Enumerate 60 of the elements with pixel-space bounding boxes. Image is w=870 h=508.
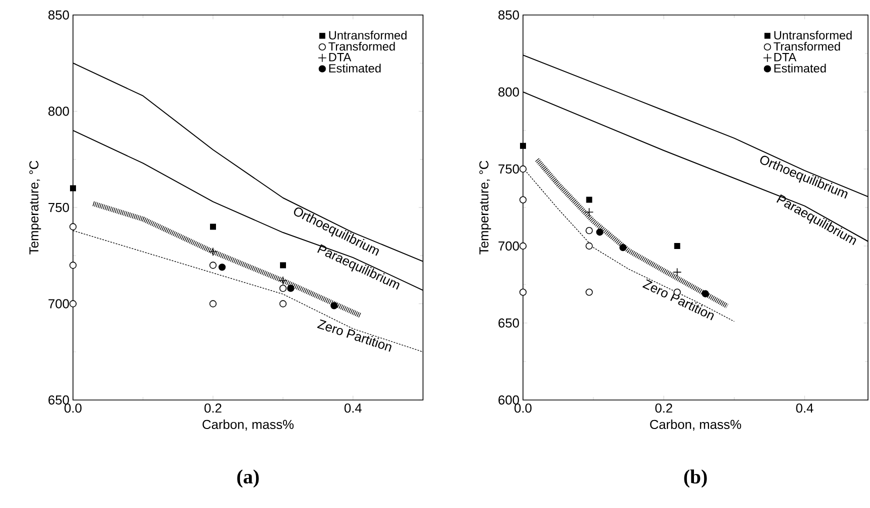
y-tick-label: 800 (48, 106, 69, 116)
x-tick-label: 0.2 (655, 404, 672, 413)
point (674, 243, 680, 249)
x-tick-label: 0.4 (796, 404, 814, 413)
y-tick-label: 650 (498, 318, 519, 328)
y-tick-label: 700 (48, 299, 69, 308)
point (586, 242, 593, 250)
point (519, 196, 527, 204)
point (70, 185, 76, 192)
point (672, 268, 682, 277)
point (69, 262, 77, 269)
legend-label: Estimated (774, 64, 826, 73)
y-axis-title: Temperature, °C (29, 160, 42, 254)
y-axis-title: Temperature, °C (479, 160, 492, 254)
point (520, 142, 526, 149)
point (596, 228, 604, 236)
point (69, 223, 77, 230)
text: (b) (684, 470, 707, 488)
y-tick-label: 600 (498, 395, 519, 405)
y-tick-label: 750 (498, 164, 519, 174)
point (279, 284, 287, 292)
x-axis-title: Carbon, mass% (202, 420, 294, 431)
x-tick-label: 0.0 (64, 404, 82, 413)
point (287, 284, 294, 292)
x-tick-label: 0.0 (514, 404, 532, 413)
y-tick-label: 650 (48, 395, 69, 405)
point (330, 302, 338, 310)
y-tick-label: 800 (498, 87, 519, 97)
point (210, 224, 216, 230)
y-tick-label: 750 (48, 202, 69, 212)
point (586, 227, 593, 234)
point (584, 208, 594, 216)
point (519, 288, 527, 296)
point (218, 264, 226, 271)
text: (a) (237, 470, 259, 488)
point (519, 165, 527, 173)
point (519, 242, 527, 250)
point (209, 262, 217, 269)
x-tick-label: 0.4 (344, 404, 362, 413)
point (280, 262, 286, 268)
legend-label: Untransformed (774, 30, 852, 40)
point (209, 300, 217, 308)
point (586, 196, 592, 203)
y-tick-label: 850 (498, 10, 519, 20)
point (278, 276, 288, 286)
x-tick-label: 0.2 (204, 404, 222, 413)
legend-label: Transformed (328, 42, 395, 51)
y-tick-label: 850 (48, 10, 69, 20)
point (69, 300, 77, 308)
legend-label: DTA (329, 53, 352, 62)
legend-label: Transformed (774, 42, 840, 51)
legend-label: Estimated (329, 64, 381, 73)
x-axis-title: Carbon, mass% (650, 420, 742, 431)
point (279, 300, 287, 308)
point (208, 247, 218, 256)
legend-label: Untransformed (329, 30, 407, 40)
y-tick-label: 700 (498, 241, 519, 251)
legend-label: DTA (774, 53, 796, 62)
point (586, 288, 593, 296)
point (619, 244, 627, 252)
